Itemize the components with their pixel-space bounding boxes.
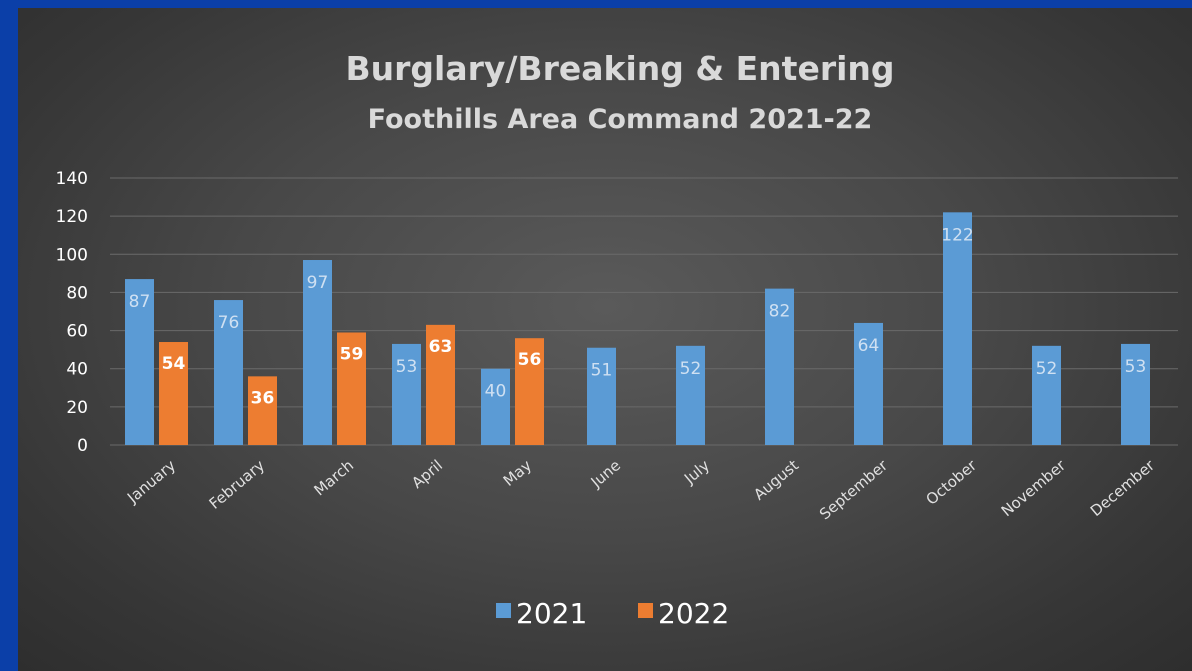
bars xyxy=(125,212,1150,445)
x-tick-label: March xyxy=(310,456,357,499)
x-tick-label: July xyxy=(680,456,713,488)
y-tick-label: 140 xyxy=(56,169,88,189)
data-label-2021: 87 xyxy=(129,292,151,312)
x-tick-label: February xyxy=(206,456,269,513)
bar-2022 xyxy=(248,376,277,445)
legend-swatch xyxy=(638,603,653,618)
data-label-2022: 54 xyxy=(162,354,186,374)
y-tick-label: 100 xyxy=(56,245,88,265)
data-label-2021: 52 xyxy=(1036,359,1058,379)
x-tick-label: April xyxy=(408,456,446,492)
chart-subtitle: Foothills Area Command 2021-22 xyxy=(368,104,873,135)
chart-panel: Burglary/Breaking & Entering Foothills A… xyxy=(18,8,1192,671)
legend-label: 2021 xyxy=(516,597,587,630)
data-label-2021: 82 xyxy=(769,302,791,322)
legend: 2021 2022 xyxy=(496,597,729,630)
y-tick-label: 0 xyxy=(77,436,88,456)
data-label-2021: 97 xyxy=(307,273,329,293)
data-label-2021: 53 xyxy=(1125,357,1147,377)
bar-2021 xyxy=(481,369,510,445)
x-tick-label: January xyxy=(123,456,179,507)
data-labels: 87 54 76 36 97 59 53 63 40 56 51 52 82 64 122 52 53 xyxy=(129,225,1147,408)
data-label-2022: 56 xyxy=(518,350,542,370)
data-label-2021: 53 xyxy=(396,357,418,377)
x-tick-label: November xyxy=(998,456,1070,520)
y-tick-label: 80 xyxy=(66,283,88,303)
x-tick-label: October xyxy=(923,456,981,509)
x-tick-label: May xyxy=(500,456,535,490)
data-label-2021: 40 xyxy=(485,382,507,402)
chart: Burglary/Breaking & Entering Foothills A… xyxy=(18,8,1192,671)
data-label-2021: 64 xyxy=(858,336,880,356)
x-axis-ticks: January February March April May June July Augu… xyxy=(123,456,1159,524)
data-label-2021: 52 xyxy=(680,359,702,379)
data-label-2022: 63 xyxy=(429,337,453,357)
y-tick-label: 60 xyxy=(66,322,88,342)
y-tick-label: 120 xyxy=(56,207,88,227)
data-label-2021: 122 xyxy=(941,225,973,245)
data-label-2022: 59 xyxy=(340,344,364,364)
data-label-2021: 51 xyxy=(591,361,613,381)
legend-swatch xyxy=(496,603,511,618)
x-tick-label: September xyxy=(816,456,892,524)
x-tick-label: June xyxy=(587,456,624,491)
legend-label: 2022 xyxy=(658,597,729,630)
y-tick-label: 20 xyxy=(66,398,88,418)
bar-2021 xyxy=(943,212,972,445)
chart-title: Burglary/Breaking & Entering xyxy=(345,49,894,88)
x-tick-label: December xyxy=(1087,456,1159,520)
y-tick-label: 40 xyxy=(66,360,88,380)
y-axis-ticks: 0 20 40 60 80 100 120 140 xyxy=(56,169,88,456)
data-label-2021: 76 xyxy=(218,313,240,333)
x-tick-label: August xyxy=(750,456,802,504)
data-label-2022: 36 xyxy=(251,388,275,408)
